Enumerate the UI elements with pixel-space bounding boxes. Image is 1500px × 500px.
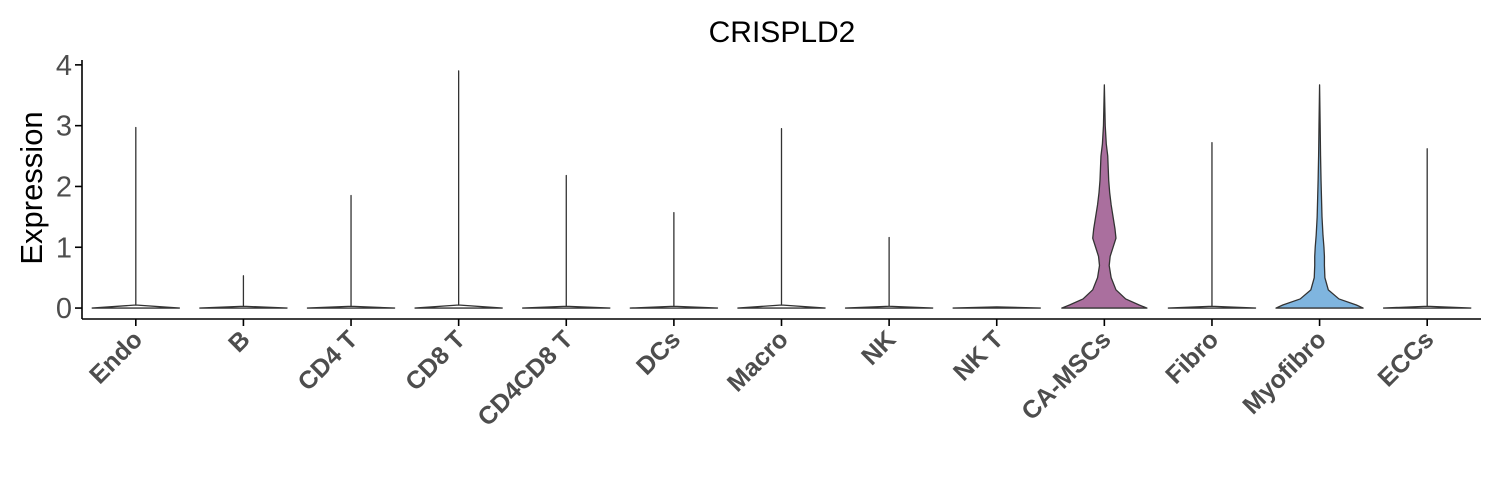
x-tick-label: NK: [856, 325, 901, 370]
y-ticks: 0 1 2 3 4: [56, 50, 82, 325]
violin-dcs: [629, 211, 719, 309]
violin-nk-t: [952, 306, 1041, 309]
x-tick-label: DCs: [631, 325, 686, 380]
y-axis-label: Expression: [14, 111, 49, 264]
x-tick-label: CA-MSCs: [1016, 325, 1116, 425]
violin-b: [199, 275, 288, 309]
y-tick-label: 2: [56, 171, 72, 203]
x-tick-label: CD4 T: [292, 325, 363, 396]
x-tick-label: Fibro: [1160, 325, 1224, 389]
x-tick-label: CD8 T: [400, 325, 471, 396]
violin-ca-mscs: [1061, 84, 1148, 309]
y-tick-label: 0: [56, 293, 72, 325]
x-tick-label: ECCs: [1372, 325, 1439, 392]
violin-cd4cd8-t: [522, 174, 611, 309]
x-tick-label: Myofibro: [1237, 325, 1331, 419]
violin-macro: [737, 128, 826, 309]
x-tick-label: B: [223, 325, 256, 358]
chart-title: CRISPLD2: [709, 16, 856, 49]
x-tick-label: Endo: [84, 325, 148, 389]
violin-eccs: [1382, 148, 1472, 309]
y-tick-label: 1: [56, 232, 72, 264]
violins: [91, 70, 1472, 309]
violin-nk: [844, 236, 934, 309]
y-tick-label: 4: [56, 50, 72, 82]
x-tick-label: Macro: [722, 325, 794, 397]
violin-endo: [91, 126, 181, 309]
x-ticks: Endo B CD4 T CD8 T CD4CD8 T DCs Macro NK NK T CA-…: [84, 319, 1439, 432]
violin-fibro: [1167, 142, 1257, 309]
violin-myofibro: [1275, 84, 1364, 309]
x-tick-label: NK T: [948, 325, 1009, 386]
y-tick-label: 3: [56, 111, 72, 143]
x-tick-label: CD4CD8 T: [472, 325, 578, 431]
violin-cd4-t: [306, 194, 396, 309]
violin-cd8-t: [414, 70, 503, 309]
